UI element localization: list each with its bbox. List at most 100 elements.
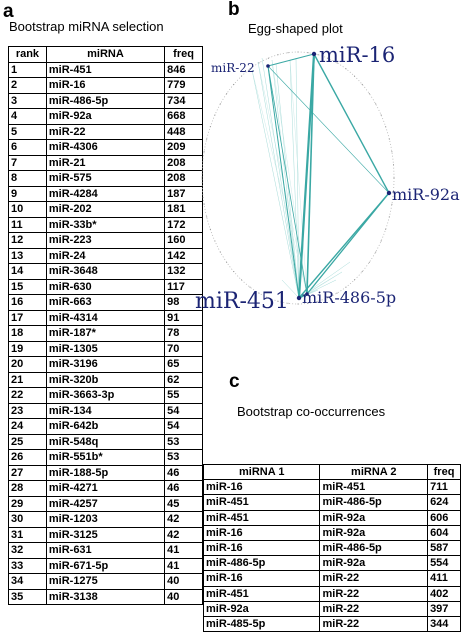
table-row: 18 miR-187* 78 xyxy=(8,325,203,342)
table-row: 10 miR-202 181 xyxy=(8,201,203,218)
table-cell: 98 xyxy=(164,294,203,311)
table-cell: miR-486-5p xyxy=(45,92,166,109)
table-cell: 160 xyxy=(164,232,203,249)
table-row: 30 miR-1203 42 xyxy=(8,511,203,528)
node-label-mir-22: miR-22 xyxy=(211,61,255,75)
table-cell: miR-3663-3p xyxy=(45,387,166,404)
table-cell: miR-671-5p xyxy=(45,557,166,574)
ring-dot xyxy=(219,103,221,105)
table-cell: miR-22 xyxy=(319,585,429,602)
table-cell: miR-486-5p xyxy=(319,540,429,557)
table-row: 21 miR-320b 62 xyxy=(8,371,203,388)
ring-dot xyxy=(336,292,338,294)
ring-dot xyxy=(287,52,289,54)
table-cell: miR-92a xyxy=(319,509,429,526)
table-cell: 668 xyxy=(164,108,203,125)
faint-edge xyxy=(289,59,308,295)
ring-dot xyxy=(277,300,279,302)
ring-dot xyxy=(249,68,251,70)
ring-dot xyxy=(202,190,203,192)
ring-dot xyxy=(345,286,347,288)
panel-c-letter: c xyxy=(229,371,240,392)
ring-dot xyxy=(209,228,211,230)
table-row: miR-451 miR-92a 606 xyxy=(202,509,461,526)
table-cell: miR-92a xyxy=(202,600,321,618)
table-row: miR-485-5p miR-22 344 xyxy=(202,616,461,632)
table-cell: 42 xyxy=(164,511,203,528)
ring-dot xyxy=(327,57,329,59)
node-label-mir-16: miR-16 xyxy=(319,43,395,67)
table-cell: miR-485-5p xyxy=(202,616,321,632)
ring-dot xyxy=(385,228,387,230)
egg-shaped-plot: miR-16 miR-22 miR-92a miR-451 miR-486-5p xyxy=(195,43,460,314)
table-cell: 554 xyxy=(427,555,461,572)
ring-dot xyxy=(375,251,377,253)
ring-dot xyxy=(203,151,205,153)
ring-dot xyxy=(345,68,347,70)
table-cell: miR-92a xyxy=(319,555,429,572)
ring-dot xyxy=(307,52,309,54)
ring-dot xyxy=(353,75,355,77)
table-row: 3 miR-486-5p 734 xyxy=(8,92,203,109)
edge-m16-m22 xyxy=(267,53,315,67)
table-cell: 62 xyxy=(164,371,203,388)
table-cell: miR-451 xyxy=(202,494,321,511)
ring-dot xyxy=(258,62,260,64)
table-row: miR-16 miR-486-5p 587 xyxy=(202,540,461,557)
table-cell: 397 xyxy=(427,600,461,618)
table-cell: 606 xyxy=(427,509,461,526)
table-cell: miR-16 xyxy=(202,524,321,542)
ring-dot xyxy=(393,190,394,192)
ring-dot xyxy=(361,83,363,85)
table-row: 22 miR-3663-3p 55 xyxy=(8,387,203,404)
ring-dot xyxy=(241,75,243,77)
faint-edge xyxy=(257,61,300,299)
table-cell: miR-22 xyxy=(45,123,166,140)
ring-dot xyxy=(206,138,208,140)
table-cell: 734 xyxy=(164,92,203,109)
table-cell: miR-451 xyxy=(202,585,321,602)
ring-dot xyxy=(385,126,387,128)
table-cell: 711 xyxy=(427,479,461,496)
table-row: 25 miR-548q 53 xyxy=(8,433,203,450)
faint-edge xyxy=(251,69,300,299)
header-mirna-2: miRNA 2 xyxy=(319,463,429,481)
ring-dot xyxy=(391,151,393,153)
ring-dot xyxy=(317,54,319,56)
ring-dot xyxy=(287,302,289,304)
table-row: miR-486-5p miR-92a 554 xyxy=(202,555,461,572)
table-row: 23 miR-134 54 xyxy=(8,402,203,419)
table-row: miR-451 miR-22 402 xyxy=(202,585,461,602)
ring-dot xyxy=(206,216,208,218)
ring-dot xyxy=(249,286,251,288)
edge-m22-m92 xyxy=(267,65,390,194)
table-row: 11 miR-33b* 172 xyxy=(8,216,203,233)
table-cell: miR-3138 xyxy=(45,588,166,605)
table-row: 19 miR-1305 70 xyxy=(8,340,203,357)
faint-edge xyxy=(295,57,300,299)
header-mirna-1: miRNA 1 xyxy=(202,463,321,481)
mirna-selection-table: rank miRNA freq 1 miR-451 846 2 miR-16 779 3 mi… xyxy=(8,46,203,605)
faint-edge xyxy=(289,59,300,299)
node-mir-451 xyxy=(296,295,302,301)
table-cell: miR-3196 xyxy=(45,356,166,373)
faint-edge xyxy=(306,271,343,295)
ring-dot xyxy=(391,203,393,205)
table-cell: 779 xyxy=(164,77,203,94)
ring-dot xyxy=(375,103,377,105)
ring-dot xyxy=(368,93,370,95)
table-row: 5 miR-22 448 xyxy=(8,123,203,140)
table-row: 32 miR-631 41 xyxy=(8,542,203,559)
table-cell: 181 xyxy=(164,201,203,218)
table-cell: 187 xyxy=(164,185,203,202)
ring-dot xyxy=(267,57,269,59)
table-cell: miR-22 xyxy=(319,616,429,632)
table-row: 34 miR-1275 40 xyxy=(8,573,203,590)
header-mirna: miRNA xyxy=(45,46,166,63)
table-cell: miR-451 xyxy=(202,509,321,526)
table-cell: 604 xyxy=(427,524,461,542)
ring-dot xyxy=(388,138,390,140)
table-cell: 91 xyxy=(164,309,203,326)
table-header-row: miRNA 1 miRNA 2 freq xyxy=(202,463,461,481)
ring-dot xyxy=(393,164,394,166)
